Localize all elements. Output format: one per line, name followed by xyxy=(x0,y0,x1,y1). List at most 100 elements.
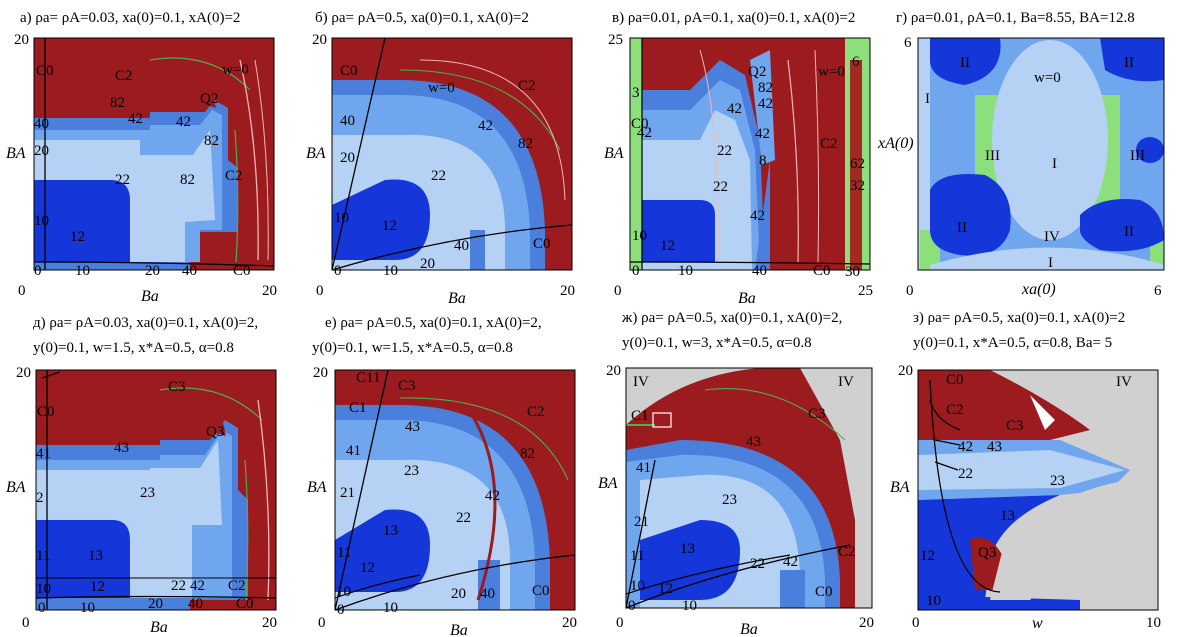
svg-text:10: 10 xyxy=(36,581,51,597)
panel-f-title-line2: y(0)=0.1, w=1.5, x*A=0.5, α=0.8 xyxy=(312,340,513,356)
panel-h-xlabel: w xyxy=(1032,615,1043,632)
svg-text:12: 12 xyxy=(90,579,105,595)
svg-text:41: 41 xyxy=(346,443,361,459)
svg-text:42: 42 xyxy=(478,118,493,134)
svg-text:22: 22 xyxy=(431,168,446,184)
svg-text:0: 0 xyxy=(632,263,640,279)
svg-text:41: 41 xyxy=(36,446,51,462)
svg-text:11: 11 xyxy=(337,545,351,561)
svg-text:42: 42 xyxy=(755,126,770,142)
panel-d-ytick-max: 6 xyxy=(904,35,912,51)
svg-text:3: 3 xyxy=(632,85,640,101)
svg-text:Q3: Q3 xyxy=(978,545,996,561)
panel-a-xtick-max: 20 xyxy=(262,283,277,299)
svg-text:40: 40 xyxy=(182,263,197,279)
svg-text:I: I xyxy=(1048,255,1053,271)
panel-b-xlabel: Ba xyxy=(448,290,466,307)
svg-text:21: 21 xyxy=(634,514,649,530)
svg-text:10: 10 xyxy=(632,228,647,244)
panel-e-xtick-max: 20 xyxy=(262,615,277,631)
svg-text:42: 42 xyxy=(176,114,191,130)
panel-g-xtick-min: 0 xyxy=(616,615,624,631)
svg-text:IV: IV xyxy=(1116,374,1132,390)
panel-d-ylabel: xA(0) xyxy=(877,135,914,152)
panel-b: б) ρa= ρA=0.5, xa(0)=0.1, xA(0)=2 C0 w=0… xyxy=(306,10,575,307)
panel-c-ytick-max: 25 xyxy=(608,32,623,48)
panel-b-xtick-min: 0 xyxy=(316,283,324,299)
svg-text:10: 10 xyxy=(630,578,645,594)
panel-e-ylabel: BA xyxy=(6,479,26,496)
panel-c: в) ρa=0.01, ρA=0.1, xa(0)=0.1, xA(0)=2 w… xyxy=(604,10,873,307)
svg-text:C2: C2 xyxy=(115,68,133,84)
panel-c-title: в) ρa=0.01, ρA=0.1, xa(0)=0.1, xA(0)=2 xyxy=(612,10,855,26)
svg-text:41: 41 xyxy=(636,460,651,476)
panel-e-xlabel: Ba xyxy=(150,619,168,636)
svg-text:82: 82 xyxy=(518,136,533,152)
panel-e-ytick-max: 20 xyxy=(16,365,31,381)
svg-text:82: 82 xyxy=(758,80,773,96)
panel-g-ytick-max: 20 xyxy=(606,363,621,379)
svg-text:IV: IV xyxy=(1044,229,1060,245)
panel-f-xtick-min: 0 xyxy=(318,615,326,631)
svg-text:22: 22 xyxy=(115,172,130,188)
svg-text:40: 40 xyxy=(34,116,49,132)
svg-text:40: 40 xyxy=(454,238,469,254)
panel-g-xlabel: Ba xyxy=(740,621,758,637)
svg-text:42: 42 xyxy=(190,578,205,594)
svg-text:82: 82 xyxy=(520,446,535,462)
panel-c-ylabel: BA xyxy=(604,145,624,162)
svg-text:42: 42 xyxy=(485,488,500,504)
svg-text:82: 82 xyxy=(110,95,125,111)
svg-text:20: 20 xyxy=(420,256,435,272)
svg-text:w=0: w=0 xyxy=(1034,70,1061,86)
panel-d-xlabel: xa(0) xyxy=(1021,281,1056,298)
panel-d: г) ρa=0.01, ρA=0.1, Ba=8.55, BA=12.8 II … xyxy=(877,10,1165,299)
panel-a-plot: C0 C2 w=0 Q2 82 42 42 82 40 20 22 82 C2 … xyxy=(33,37,275,279)
svg-text:8: 8 xyxy=(759,153,767,169)
svg-text:13: 13 xyxy=(680,541,695,557)
panel-c-xtick-min: 0 xyxy=(614,283,622,299)
svg-text:13: 13 xyxy=(88,548,103,564)
svg-text:C0: C0 xyxy=(37,404,55,420)
svg-text:10: 10 xyxy=(34,213,49,229)
panel-e-plot: C3 C0 Q3 43 41 2 23 11 13 10 12 22 42 C2… xyxy=(35,369,277,616)
panel-h: з) ρa= ρA=0.5, xa(0)=0.1, xA(0)=2 y(0)=0… xyxy=(890,310,1161,632)
svg-text:43: 43 xyxy=(405,419,420,435)
svg-text:12: 12 xyxy=(660,238,675,254)
svg-text:22: 22 xyxy=(171,578,186,594)
panel-a-xlabel: Ba xyxy=(141,288,159,305)
svg-text:42: 42 xyxy=(958,439,973,455)
panel-f-xlabel: Ba xyxy=(450,622,468,637)
svg-text:23: 23 xyxy=(1050,473,1065,489)
panel-d-xtick-min: 0 xyxy=(906,283,914,299)
svg-text:w=0: w=0 xyxy=(428,80,455,96)
svg-text:C3: C3 xyxy=(1006,418,1024,434)
svg-text:82: 82 xyxy=(204,133,219,149)
svg-text:I: I xyxy=(925,91,930,107)
svg-text:10: 10 xyxy=(926,593,941,609)
svg-text:C0: C0 xyxy=(815,584,833,600)
svg-text:w=0: w=0 xyxy=(818,64,845,80)
svg-text:10: 10 xyxy=(383,263,398,279)
svg-text:C2: C2 xyxy=(225,168,243,184)
svg-text:10: 10 xyxy=(678,263,693,279)
panel-h-xtick-max: 10 xyxy=(1146,615,1161,631)
svg-text:C0: C0 xyxy=(36,63,54,79)
svg-text:C2: C2 xyxy=(228,578,246,594)
panel-a-ytick-max: 20 xyxy=(14,32,29,48)
panel-e-title-line1: д) ρa= ρA=0.03, xa(0)=0.1, xA(0)=2, xyxy=(33,315,258,331)
panel-a-title: а) ρa= ρA=0.03, xa(0)=0.1, xA(0)=2 xyxy=(20,10,240,26)
svg-text:20: 20 xyxy=(451,586,466,602)
svg-text:10: 10 xyxy=(682,598,697,614)
svg-text:12: 12 xyxy=(360,560,375,576)
svg-text:C3: C3 xyxy=(398,378,416,394)
svg-text:12: 12 xyxy=(658,581,673,597)
panel-e: д) ρa= ρA=0.03, xa(0)=0.1, xA(0)=2, y(0)… xyxy=(6,315,277,636)
panel-d-title: г) ρa=0.01, ρA=0.1, Ba=8.55, BA=12.8 xyxy=(896,10,1135,26)
svg-text:C2: C2 xyxy=(527,404,545,420)
svg-text:IV: IV xyxy=(633,374,649,390)
svg-text:20: 20 xyxy=(148,596,163,612)
svg-text:C3: C3 xyxy=(808,406,826,422)
panel-h-xtick-min: 0 xyxy=(912,615,920,631)
